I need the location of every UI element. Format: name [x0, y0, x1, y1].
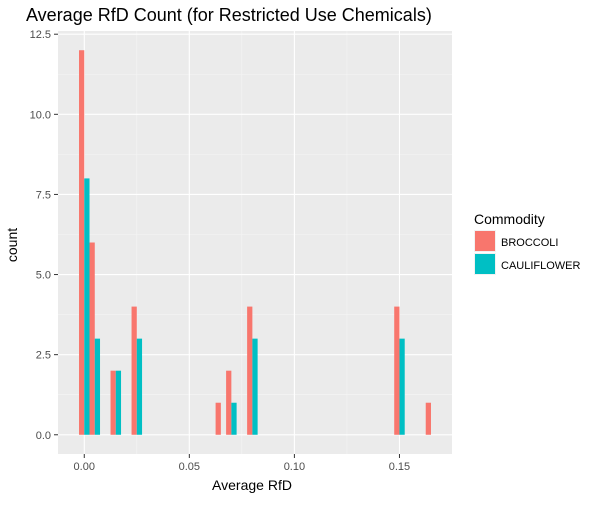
legend-label-broccoli: BROCCOLI	[501, 237, 558, 249]
y-tick-label: 0.0	[36, 430, 51, 442]
bar-cauliflower-1	[94, 338, 101, 435]
bar-broccoli-5	[226, 370, 232, 435]
x-tick-label: 0.15	[389, 461, 410, 473]
bars	[79, 50, 431, 435]
bar-cauliflower-6	[399, 338, 405, 435]
legend-title: Commodity	[474, 211, 545, 227]
x-tick-label: 0.00	[74, 461, 95, 473]
chart-title: Average RfD Count (for Restricted Use Ch…	[26, 5, 432, 25]
x-tick-label: 0.05	[179, 461, 200, 473]
bar-cauliflower-0	[84, 178, 90, 435]
bar-broccoli-2	[110, 370, 116, 435]
y-axis-label: count	[4, 228, 20, 262]
x-tick-label: 0.10	[284, 461, 305, 473]
bar-cauliflower-3	[136, 338, 143, 435]
legend-key-cauliflower	[475, 254, 495, 274]
legend-key-broccoli	[475, 231, 495, 251]
y-tick-label: 10.0	[30, 109, 51, 121]
bar-broccoli-7	[394, 306, 400, 435]
bar-broccoli-6	[247, 306, 253, 435]
bar-cauliflower-4	[231, 402, 237, 435]
y-tick-label: 5.0	[36, 270, 51, 282]
y-tick-label: 12.5	[30, 29, 51, 41]
axes: 0.0 2.5 5.0 7.5 10.0 12.5 0.00 0.05 0.10 0.15	[30, 29, 411, 473]
bar-broccoli-1	[89, 242, 95, 435]
bar-cauliflower-5	[252, 338, 258, 435]
bar-broccoli-3	[131, 306, 137, 435]
bar-broccoli-4	[215, 402, 221, 435]
legend-label-cauliflower: CAULIFLOWER	[501, 260, 581, 272]
legend: Commodity BROCCOLI CAULIFLOWER	[474, 211, 581, 275]
y-tick-label: 2.5	[36, 350, 51, 362]
x-axis-label: Average RfD	[212, 477, 292, 493]
bar-broccoli-8	[425, 402, 431, 435]
y-tick-label: 7.5	[36, 189, 51, 201]
bar-cauliflower-2	[115, 370, 122, 435]
bar-broccoli-0	[79, 50, 85, 435]
